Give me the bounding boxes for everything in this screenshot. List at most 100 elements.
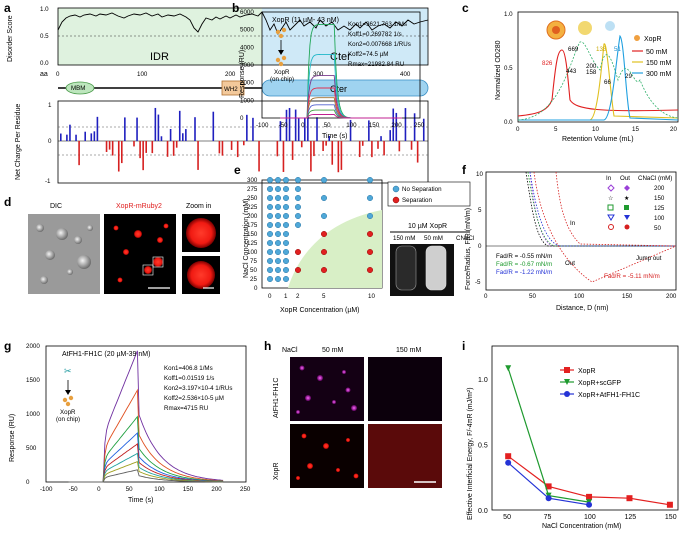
spr-g-ytick: 0 xyxy=(26,479,30,486)
phase-point-no-separation xyxy=(295,176,302,183)
charge-bar xyxy=(371,141,373,158)
aa-tick-100: 100 xyxy=(137,71,148,78)
charge-bar xyxy=(288,107,291,141)
phase-ytick: 225 xyxy=(247,204,258,211)
sfa-legend-125: 125 xyxy=(654,205,665,212)
sfa-legend-150: 150 xyxy=(654,195,665,202)
sfa-annot-jump: Jump out xyxy=(636,255,662,262)
legend-sep: Separation xyxy=(402,197,432,204)
panel-g: g AtFH1-FH1C (20 µM-39 nM) ✂ XopR (on ch… xyxy=(4,339,251,504)
energy-point-xopr xyxy=(586,493,593,500)
legend-sep-marker xyxy=(392,196,400,204)
photo-label-50: 50 mM xyxy=(424,235,443,242)
phase-point-no-separation xyxy=(295,185,302,192)
sfa-xtick-100: 100 xyxy=(574,293,585,300)
charge-bar xyxy=(383,141,385,156)
sfa-fad-1: Fad/R = -0.55 mN/m xyxy=(496,253,552,260)
sfa-curve-200 xyxy=(529,171,676,247)
sfa-curve-50-in xyxy=(555,171,677,247)
sfa-xtick-150: 150 xyxy=(622,293,633,300)
phase-ytick: 150 xyxy=(247,231,258,238)
spr-b-xtick: 100 xyxy=(346,122,357,129)
charge-bar xyxy=(121,141,123,164)
charge-bar xyxy=(212,111,215,141)
phase-point-no-separation xyxy=(275,267,282,274)
energy-xtick: 150 xyxy=(665,514,677,521)
spr-b-legend: XopR (11 µM- 43 nM) xyxy=(272,17,339,24)
energy-ytick: 0.5 xyxy=(478,442,488,449)
charge-bar xyxy=(185,129,187,141)
charge-bar xyxy=(313,141,315,157)
phase-point-no-separation xyxy=(267,212,274,219)
legend-no-sep-marker xyxy=(392,185,400,193)
charge-bar xyxy=(175,141,178,148)
condensate-icon-50-core xyxy=(552,26,560,34)
micro-xopr-50 xyxy=(290,424,364,488)
charge-bar xyxy=(182,133,184,141)
charge-bar xyxy=(300,141,303,148)
charge-bar xyxy=(389,130,391,141)
charge-plot-frame xyxy=(57,100,429,184)
spr-b-param-1: Kon1=3621.763 1/Ms xyxy=(348,21,407,28)
energy-frame xyxy=(491,345,679,511)
energy-xtick: 50 xyxy=(503,514,511,521)
energy-point-fh1c xyxy=(505,459,512,466)
charge-ylabel: Net Charge Per Residue xyxy=(15,104,22,180)
spr-g-xtick: 50 xyxy=(126,486,133,493)
phase-point-no-separation xyxy=(283,276,290,283)
charge-bar xyxy=(133,141,135,147)
spr-g-param-2: Koff1=0.01519 1/s xyxy=(164,375,214,382)
charge-bar xyxy=(96,116,99,141)
phase-ylabel: NaCl Concentration (mM) xyxy=(243,199,250,278)
sec-legend-300: 300 mM xyxy=(646,71,671,78)
phase-point-no-separation xyxy=(321,176,328,183)
charge-bar xyxy=(377,141,379,149)
phase-point-no-separation xyxy=(321,212,328,219)
phase-point-no-separation xyxy=(283,176,290,183)
spr-g-curve xyxy=(68,469,224,483)
charge-bar xyxy=(416,141,419,163)
spr-g-xtick: 100 xyxy=(154,486,165,493)
phase-xtick: 2 xyxy=(296,293,300,300)
zoom-box-1 xyxy=(152,256,164,268)
panel-label-f: f xyxy=(462,163,467,177)
sfa-marker-out-150: ★ xyxy=(624,195,630,202)
phase-ytick: 300 xyxy=(247,177,258,184)
sfa-marker-out-50 xyxy=(624,224,630,230)
sfa-marker-in-200 xyxy=(607,184,615,192)
domain-wh2-label: WH2 xyxy=(224,86,238,93)
sec-ytick-1: 1.0 xyxy=(504,11,513,18)
spr-b-ytick: 1000 xyxy=(240,97,254,104)
sfa-fad-2: Fad/R = -0.67 mN/m xyxy=(496,261,552,268)
phase-legend-box xyxy=(387,181,471,207)
phase-point-no-separation xyxy=(275,221,282,228)
net-charge-bars xyxy=(60,107,425,173)
sfa-ytick-neg5: -5 xyxy=(475,279,481,286)
charge-bar xyxy=(218,141,221,154)
charge-bar xyxy=(66,134,68,141)
panel-c: c 826 669 443 200 158 133 66 51 29 XopR … xyxy=(462,1,679,143)
sfa-marker-in-150: ☆ xyxy=(608,195,614,202)
sec-trace-150mm xyxy=(518,43,679,121)
phase-diagram-points xyxy=(267,176,374,283)
charge-bar xyxy=(331,141,334,165)
sec-peak-66: 66 xyxy=(604,79,611,86)
charge-bar xyxy=(108,141,111,150)
panel-label-c: c xyxy=(462,1,469,15)
phase-ytick: 200 xyxy=(247,213,258,220)
charge-bar xyxy=(337,141,340,173)
energy-point-scgfp xyxy=(505,365,512,372)
phase-point-no-separation xyxy=(267,276,274,283)
panel-label-a: a xyxy=(4,1,11,15)
zoom-box-2 xyxy=(142,264,154,276)
charge-bar xyxy=(395,112,398,141)
sfa-legend-in: In xyxy=(606,175,612,182)
charge-bar xyxy=(246,114,248,141)
spr-g-chip-label-2: (on chip) xyxy=(56,416,80,423)
spr-b-xtick: 0 xyxy=(301,122,305,129)
sfa-xtick-50: 50 xyxy=(529,293,536,300)
spr-b-xlabel: Time (s) xyxy=(322,133,347,140)
charge-bar xyxy=(60,133,62,141)
charge-bar xyxy=(124,117,126,141)
